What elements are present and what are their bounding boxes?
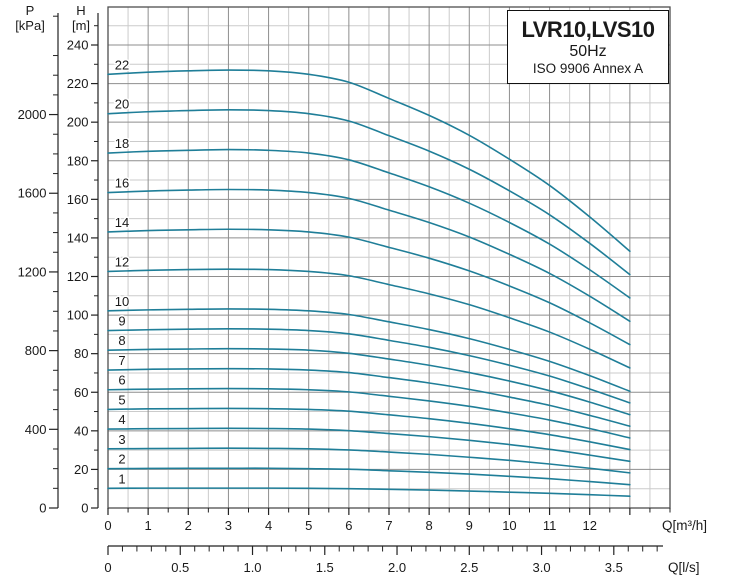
svg-text:800: 800	[25, 343, 47, 358]
curve-label-4: 4	[118, 412, 125, 427]
svg-text:180: 180	[67, 153, 89, 168]
curve-stage-labels: 22 20 18 16 14 12 10 9 8 7 6 5 4 3 2 1	[113, 56, 130, 488]
svg-text:160: 160	[67, 192, 89, 207]
svg-text:10: 10	[502, 518, 516, 533]
curve-label-1: 1	[118, 471, 125, 486]
svg-text:0: 0	[104, 518, 111, 533]
pump-curve-14	[107, 228, 631, 346]
pump-curve-18	[107, 148, 631, 299]
svg-text:220: 220	[67, 76, 89, 91]
svg-text:2: 2	[185, 518, 192, 533]
svg-text:0: 0	[104, 560, 111, 575]
pressure-axis-symbol: P	[25, 3, 35, 18]
pump-curves	[107, 69, 631, 498]
pressure-axis-unit: [kPa]	[15, 18, 45, 33]
pump-curve-9	[107, 327, 631, 404]
svg-text:60: 60	[74, 385, 88, 400]
svg-text:240: 240	[67, 38, 89, 53]
pump-curve-5	[107, 407, 631, 451]
svg-text:2.5: 2.5	[460, 560, 478, 575]
pump-curve-2	[107, 467, 631, 486]
curve-label-5: 5	[118, 392, 125, 407]
svg-text:7: 7	[385, 518, 392, 533]
curve-label-2: 2	[118, 452, 125, 467]
svg-text:0.5: 0.5	[171, 560, 189, 575]
curve-label-20: 20	[115, 97, 129, 112]
curve-label-6: 6	[118, 373, 125, 388]
curve-label-14: 14	[115, 215, 129, 230]
curve-label-8: 8	[118, 333, 125, 348]
svg-text:40: 40	[74, 423, 88, 438]
pump-curve-3	[107, 447, 631, 474]
svg-text:5: 5	[305, 518, 312, 533]
pump-curve-8	[107, 347, 631, 416]
curve-label-3: 3	[118, 432, 125, 447]
title-box: LVR10,LVS10 50Hz ISO 9906 Annex A	[507, 10, 669, 84]
svg-text:1.0: 1.0	[243, 560, 261, 575]
svg-text:100: 100	[67, 308, 89, 323]
svg-text:3.5: 3.5	[605, 560, 623, 575]
curve-label-7: 7	[118, 353, 125, 368]
pump-curve-20	[107, 109, 631, 276]
curve-label-10: 10	[115, 294, 129, 309]
flow-axis-m3h: 0 1 2 3 4 5 6 7 8 9 10 11 12	[104, 508, 671, 533]
svg-text:4: 4	[265, 518, 272, 533]
svg-text:3.0: 3.0	[533, 560, 551, 575]
svg-text:1.5: 1.5	[316, 560, 334, 575]
svg-text:20: 20	[74, 462, 88, 477]
pump-curve-6	[107, 387, 631, 439]
pump-curve-16	[107, 188, 631, 323]
pump-model-title: LVR10,LVS10	[521, 16, 655, 42]
curve-label-18: 18	[115, 136, 129, 151]
curve-label-22: 22	[115, 57, 129, 72]
pump-curve-22	[107, 69, 631, 253]
pump-curve-12	[107, 268, 631, 369]
head-axis: 0 20 40 60 80 100 120 140 160 180 200 220 240	[67, 13, 99, 516]
svg-text:400: 400	[25, 422, 47, 437]
svg-text:11: 11	[543, 518, 557, 533]
curve-label-16: 16	[115, 176, 129, 191]
flow-axis-unit-m3h: Q[m³/h]	[662, 518, 708, 533]
pump-curve-10	[107, 308, 631, 393]
svg-text:0: 0	[81, 501, 88, 516]
flow-axis-unit-ls: Q[l/s]	[668, 560, 700, 575]
svg-text:2.0: 2.0	[388, 560, 406, 575]
head-axis-header: H [m]	[59, 3, 103, 33]
svg-text:8: 8	[426, 518, 433, 533]
curve-label-9: 9	[118, 314, 125, 329]
pressure-axis-header: P [kPa]	[8, 3, 52, 33]
svg-text:0: 0	[39, 501, 46, 516]
pump-curve-4	[107, 427, 631, 463]
flow-axis-ls: 0 0.5 1.0 1.5 2.0 2.5 3.0 3.5	[104, 545, 663, 575]
svg-text:6: 6	[345, 518, 352, 533]
svg-text:2000: 2000	[18, 107, 47, 122]
svg-text:80: 80	[74, 346, 88, 361]
svg-text:140: 140	[67, 230, 89, 245]
head-axis-unit: [m]	[71, 18, 91, 33]
pump-curve-1	[107, 487, 631, 498]
svg-text:1600: 1600	[18, 186, 47, 201]
head-axis-symbol: H	[76, 3, 86, 18]
svg-text:9: 9	[466, 518, 473, 533]
iso-standard-label: ISO 9906 Annex A	[532, 60, 644, 76]
pressure-axis: 0 400 800 1200 1600 2000	[18, 13, 59, 516]
svg-text:1200: 1200	[18, 264, 47, 279]
pump-curve-7	[107, 367, 631, 427]
curve-label-12: 12	[115, 254, 129, 269]
svg-text:12: 12	[582, 518, 596, 533]
svg-text:200: 200	[67, 115, 89, 130]
svg-text:120: 120	[67, 269, 89, 284]
frequency-label: 50Hz	[569, 42, 607, 60]
svg-text:3: 3	[225, 518, 232, 533]
svg-text:1: 1	[145, 518, 152, 533]
